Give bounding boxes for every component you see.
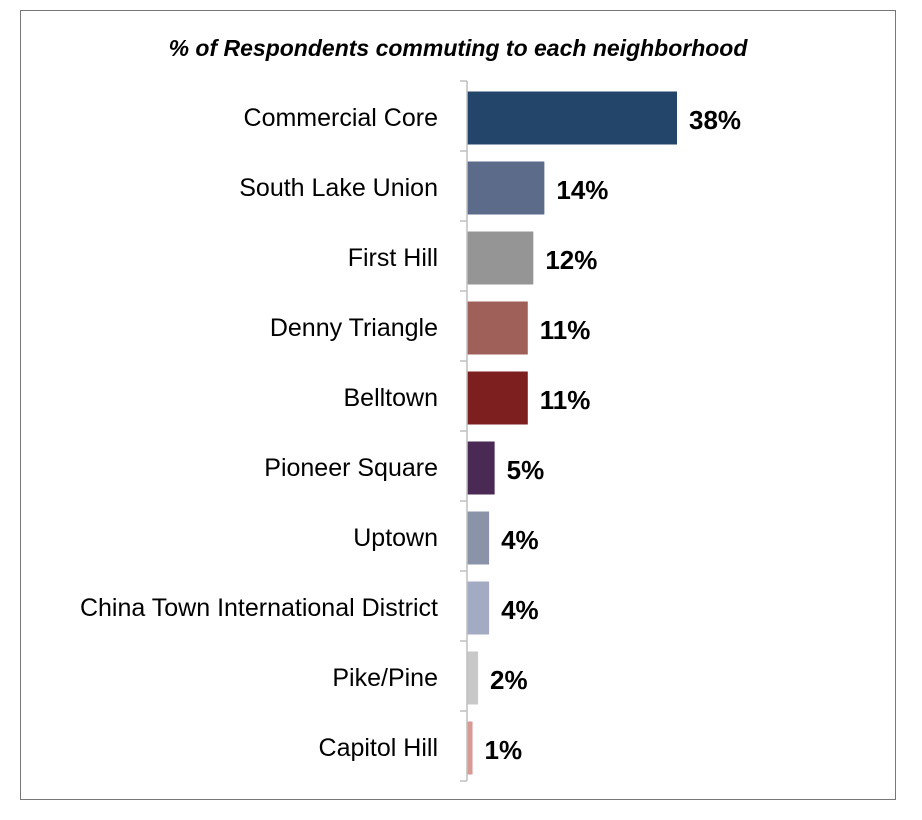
bar [467,161,545,215]
data-label: 11% [540,385,591,415]
bars [467,91,677,775]
data-label: 1% [485,735,523,765]
category-label: Commercial Core [244,104,438,132]
data-label: 4% [501,595,539,625]
category-label: Denny Triangle [270,314,438,342]
axis-ticks [460,80,467,782]
data-label: 12% [545,245,597,275]
category-label: Pioneer Square [264,454,438,482]
bar [467,511,490,565]
category-label: South Lake Union [239,174,438,202]
category-label: Pike/Pine [332,664,438,692]
data-label: 38% [689,105,741,135]
bar [467,231,534,285]
bar [467,721,473,775]
data-label: 2% [490,665,528,695]
bar [467,91,677,145]
bar [467,371,528,425]
category-label: Capitol Hill [319,734,438,762]
value-labels: 38% 14% 12% 11% 11% 5% 4% 4% 2% 1% [485,105,742,765]
category-label: Belltown [344,384,439,412]
chart-frame: % of Respondents commuting to each neigh… [20,10,896,800]
data-label: 11% [540,315,591,345]
category-labels: Commercial Core South Lake Union First Hil… [80,104,438,762]
data-label: 5% [507,455,545,485]
bar [467,581,490,635]
category-label: China Town International District [80,594,438,622]
bar-chart-plot: Commercial Core South Lake Union First Hil… [80,80,742,782]
chart-title: % of Respondents commuting to each neigh… [168,35,748,61]
bar [467,651,479,705]
data-label: 4% [501,525,539,555]
bar [467,301,528,355]
data-label: 14% [556,175,608,205]
category-label: First Hill [348,244,438,272]
bar [467,441,495,495]
category-label: Uptown [353,524,438,552]
